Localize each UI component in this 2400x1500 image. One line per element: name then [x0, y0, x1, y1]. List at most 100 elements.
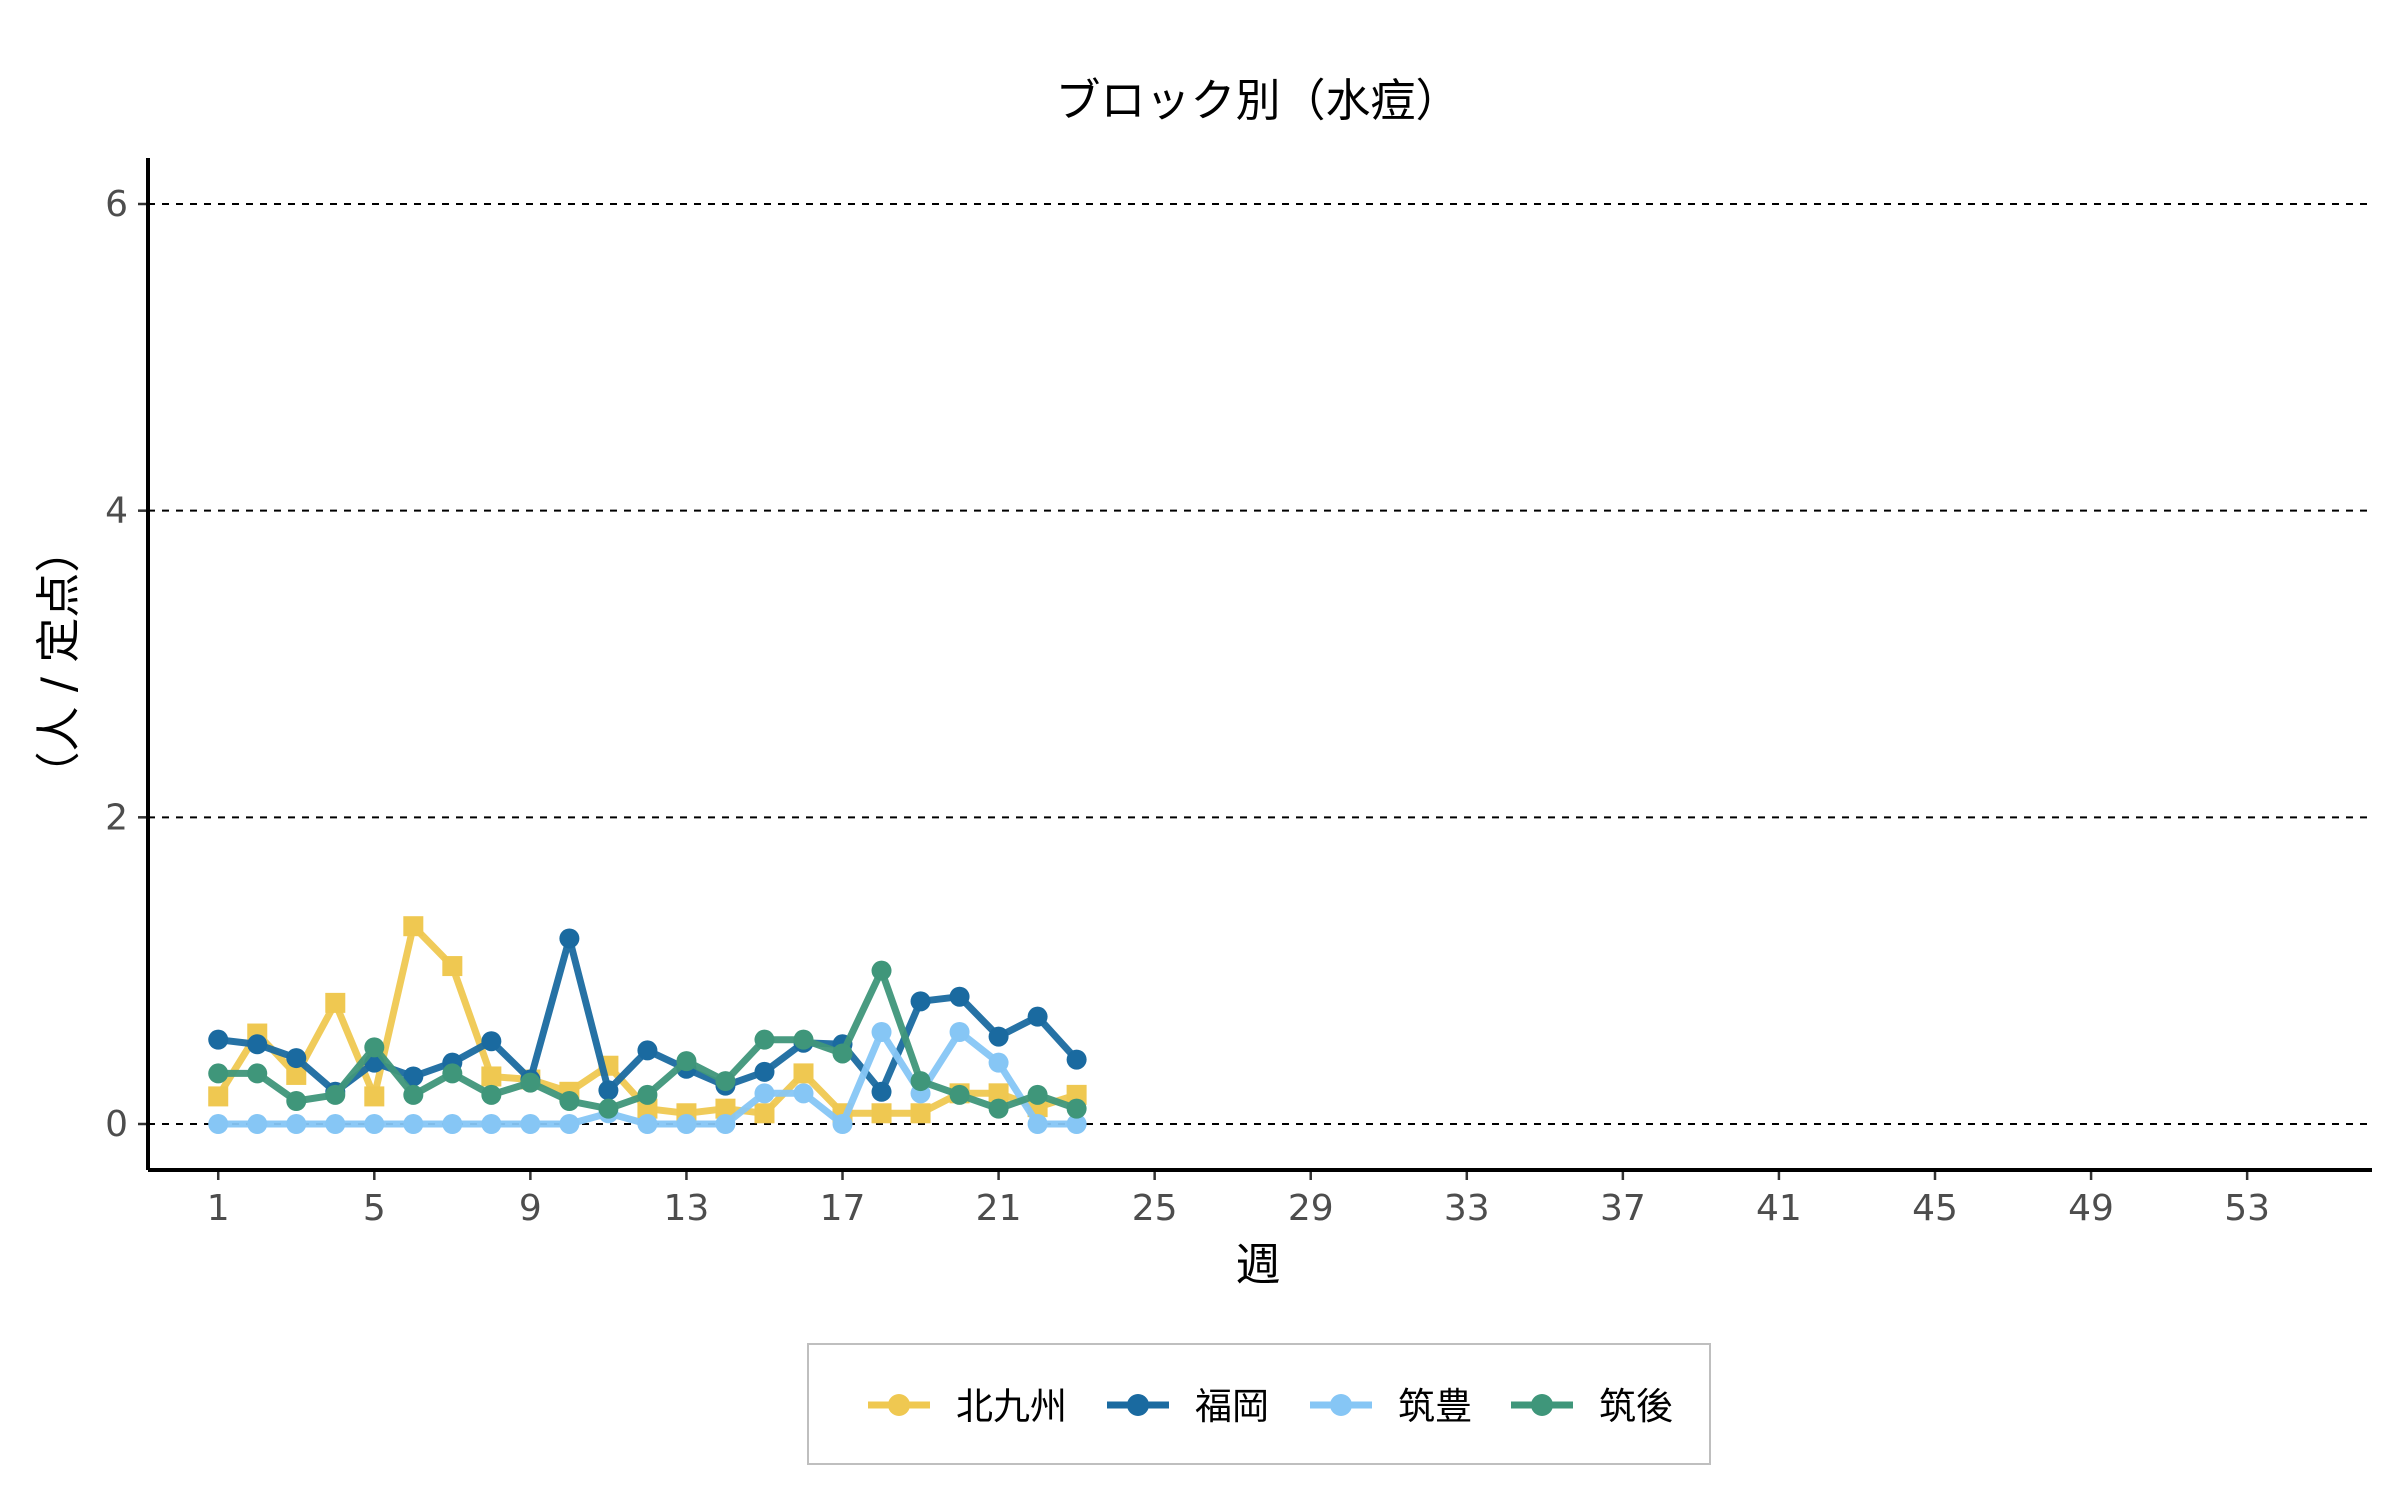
- y-tick-label: 6: [105, 184, 128, 225]
- legend-item: 筑後: [1511, 1385, 1673, 1428]
- chart-title: ブロック別（水痘）: [1055, 74, 1460, 127]
- data-point: [871, 1081, 892, 1102]
- data-point: [1027, 1114, 1048, 1134]
- data-point: [442, 1063, 463, 1084]
- x-tick-label: 41: [1756, 1188, 1802, 1229]
- data-point: [910, 1071, 931, 1092]
- data-point: [325, 1084, 346, 1105]
- data-point: [1066, 1098, 1087, 1119]
- data-point: [676, 1114, 697, 1134]
- data-point: [325, 992, 346, 1013]
- x-tick-label: 29: [1288, 1188, 1334, 1229]
- data-point: [988, 1026, 1009, 1047]
- data-point: [754, 1061, 775, 1082]
- data-point: [403, 1114, 424, 1134]
- data-point: [715, 1114, 736, 1134]
- legend-item: 筑豊: [1310, 1385, 1472, 1428]
- data-point: [403, 1084, 424, 1105]
- data-point: [598, 1098, 619, 1119]
- data-point: [715, 1071, 736, 1092]
- data-point: [637, 1114, 658, 1134]
- data-point: [364, 1037, 385, 1058]
- series-筑豊: [208, 1022, 1087, 1134]
- y-tick-label: 4: [105, 491, 128, 532]
- legend: 北九州 福岡 筑豊 筑後: [868, 1385, 1673, 1428]
- data-point: [286, 1114, 307, 1134]
- data-point: [988, 1052, 1009, 1073]
- legend-item: 福岡: [1107, 1385, 1269, 1428]
- x-tick-label: 37: [1600, 1188, 1646, 1229]
- legend-swatch-marker: [1330, 1394, 1352, 1416]
- y-tick-label: 2: [105, 797, 128, 838]
- data-point: [247, 1034, 268, 1055]
- data-point: [364, 1086, 385, 1107]
- data-point: [1027, 1006, 1048, 1027]
- data-point: [949, 1022, 970, 1042]
- data-point: [247, 1114, 268, 1134]
- x-tick-label: 33: [1444, 1188, 1490, 1229]
- gridlines: [148, 203, 2372, 1125]
- x-axis: 1 5 9 13 17 21 25 29 33 37 41 45 49 53: [148, 1168, 2372, 1229]
- data-point: [286, 1064, 307, 1085]
- x-tick-label: 25: [1132, 1188, 1178, 1229]
- series-lines: [208, 916, 1087, 1134]
- x-tick-label: 5: [363, 1188, 386, 1229]
- data-point: [559, 1114, 580, 1134]
- legend-swatch-marker: [1127, 1394, 1149, 1416]
- x-tick-label: 21: [976, 1188, 1022, 1229]
- data-point: [208, 1114, 229, 1134]
- data-point: [520, 1114, 541, 1134]
- data-point: [832, 1114, 853, 1134]
- data-point: [481, 1066, 502, 1087]
- data-point: [481, 1031, 502, 1052]
- data-point: [481, 1084, 502, 1105]
- data-point: [1066, 1114, 1087, 1134]
- y-axis: 0 2 4 6: [105, 158, 150, 1170]
- legend-swatch-marker: [1531, 1394, 1553, 1416]
- data-point: [1066, 1084, 1087, 1105]
- series-line: [214, 935, 1081, 1096]
- y-axis-title: （人 / 定点）: [32, 528, 85, 797]
- data-point: [988, 1083, 1009, 1104]
- x-tick-label: 49: [2068, 1188, 2114, 1229]
- legend-item: 北九州: [868, 1385, 1067, 1428]
- data-point: [598, 1080, 619, 1101]
- legend-label: 福岡: [1195, 1385, 1269, 1428]
- x-tick-label: 1: [207, 1188, 230, 1229]
- legend-label: 筑後: [1599, 1385, 1673, 1428]
- data-point: [481, 1114, 502, 1134]
- data-point: [988, 1098, 1009, 1119]
- data-point: [247, 1063, 268, 1084]
- data-point: [637, 1040, 658, 1061]
- data-point: [208, 1029, 229, 1050]
- data-point: [1027, 1084, 1048, 1105]
- y-tick-label: 0: [105, 1104, 128, 1145]
- legend-swatch-marker: [888, 1394, 910, 1416]
- data-point: [871, 960, 892, 981]
- data-point: [871, 1103, 892, 1124]
- data-point: [793, 1063, 814, 1084]
- data-point: [910, 1103, 931, 1124]
- data-point: [286, 1091, 307, 1111]
- data-point: [364, 1114, 385, 1134]
- x-tick-label: 17: [820, 1188, 866, 1229]
- data-point: [442, 956, 463, 977]
- data-point: [793, 1029, 814, 1050]
- data-point: [676, 1051, 697, 1072]
- data-point: [715, 1098, 736, 1119]
- data-point: [559, 1091, 580, 1111]
- data-point: [793, 1083, 814, 1104]
- data-point: [1066, 1049, 1087, 1070]
- data-point: [325, 1114, 346, 1134]
- data-point: [637, 1098, 658, 1119]
- data-point: [208, 1063, 229, 1084]
- data-point: [520, 1072, 541, 1093]
- x-axis-title: 週: [1235, 1238, 1280, 1291]
- data-point: [208, 1086, 229, 1107]
- data-point: [754, 1029, 775, 1050]
- data-point: [949, 1084, 970, 1105]
- series-筑後: [208, 960, 1087, 1119]
- data-point: [559, 928, 580, 949]
- data-point: [403, 916, 424, 937]
